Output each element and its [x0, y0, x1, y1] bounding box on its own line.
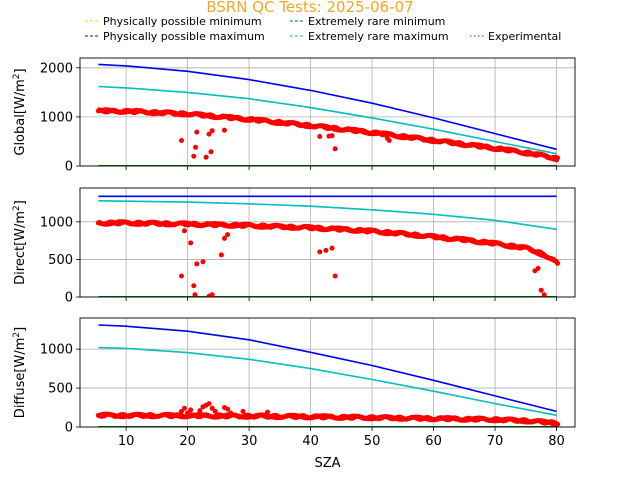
chart-title: BSRN QC Tests: 2025-06-07 [206, 0, 413, 16]
experimental-outlier [206, 131, 212, 137]
experimental-outlier [222, 235, 227, 241]
series-phys-max [98, 63, 557, 151]
legend-label: Experimental [488, 30, 561, 43]
experimental-point [555, 421, 561, 427]
experimental-outlier [212, 408, 218, 414]
legend-label: Physically possible maximum [103, 30, 265, 43]
legend-item-phys-min: Physically possible minimum [85, 15, 262, 28]
axes-frame [79, 317, 576, 428]
legend: Physically possible minimum Extremely rar… [85, 15, 561, 43]
experimental-outlier [188, 240, 194, 246]
experimental-outlier [179, 273, 184, 279]
y-tick-label: 500 [48, 253, 73, 268]
legend-label: Extremely rare maximum [308, 30, 449, 43]
x-tick-label: 10 [118, 434, 135, 449]
series-rare-max [98, 346, 557, 417]
experimental-outlier [329, 133, 335, 139]
series-rare-max [98, 85, 557, 155]
legend-item-rare-min: Extremely rare minimum [290, 15, 445, 28]
experimental-outlier [222, 127, 227, 133]
series-phys-max [98, 324, 557, 413]
experimental-outlier [317, 134, 323, 139]
legend-label: Extremely rare minimum [308, 15, 445, 28]
experimental-outlier [332, 146, 338, 152]
experimental-outlier [197, 408, 203, 414]
x-tick-label: 40 [302, 434, 319, 449]
experimental-outlier [203, 154, 209, 160]
y-axis-label: Global[W/m2] [12, 68, 28, 155]
y-tick-label: 0 [65, 421, 73, 436]
series-rare-max [98, 200, 557, 231]
y-axis-label: Diffuse[W/m2] [12, 327, 28, 418]
y-axis-label: Direct[W/m2] [12, 200, 28, 285]
experimental-outlier [179, 138, 184, 143]
experimental-outlier [179, 408, 184, 414]
x-tick-label: 80 [548, 434, 565, 449]
experimental-outlier [182, 228, 187, 234]
experimental-outlier [193, 144, 199, 150]
experimental-points [95, 107, 561, 163]
y-tick-label: 500 [48, 382, 73, 397]
experimental-outlier [208, 149, 214, 155]
experimental-outlier [218, 252, 224, 258]
experimental-outlier [185, 410, 191, 416]
experimental-outlier [191, 283, 197, 289]
experimental-outlier [329, 245, 335, 251]
legend-label: Physically possible minimum [103, 15, 262, 28]
y-tick-label: 2000 [40, 61, 73, 76]
y-tick-label: 1000 [40, 215, 73, 230]
x-tick-label: 50 [364, 434, 381, 449]
legend-item-rare-max: Extremely rare maximum [290, 30, 449, 43]
experimental-outlier [317, 249, 323, 255]
panel-3: 10 20 30 40 50 60 70 80 0 500 1000 Diffuse[W/m2] SZA [12, 317, 576, 471]
panel-1: 0 1000 2000 Global[W/m2] [12, 57, 576, 175]
y-tick-label: 0 [65, 160, 73, 175]
experimental-outlier [225, 406, 231, 412]
experimental-outlier [323, 247, 329, 253]
experimental-outlier [240, 408, 246, 414]
experimental-outlier [386, 138, 392, 143]
x-tick-label: 30 [241, 434, 258, 449]
x-tick-label: 60 [425, 434, 442, 449]
y-tick-label: 1000 [40, 343, 73, 358]
experimental-outlier [209, 292, 215, 297]
experimental-outlier [541, 292, 547, 297]
axes-frame [79, 187, 576, 298]
legend-item-experimental: Experimental [470, 30, 561, 43]
experimental-outlier [209, 128, 215, 134]
axes-frame [79, 57, 576, 167]
experimental-outlier [535, 265, 541, 271]
experimental-point [555, 260, 561, 266]
experimental-outlier [228, 410, 234, 416]
experimental-outlier [265, 409, 270, 415]
legend-item-phys-max: Physically possible maximum [85, 30, 265, 43]
experimental-outlier [200, 259, 206, 265]
experimental-outlier [206, 401, 212, 407]
experimental-points [95, 219, 561, 297]
y-tick-label: 0 [65, 291, 73, 306]
experimental-outlier [209, 405, 215, 411]
experimental-outlier [188, 407, 194, 413]
experimental-outlier [332, 273, 338, 279]
experimental-outlier [225, 232, 231, 238]
experimental-points [95, 401, 561, 427]
experimental-outlier [194, 261, 200, 267]
panel-2: 0 500 1000 Direct[W/m2] [12, 187, 576, 306]
experimental-outlier [182, 405, 187, 411]
x-axis-label: SZA [314, 456, 340, 471]
experimental-outlier [538, 287, 544, 293]
x-tick-label: 70 [487, 434, 504, 449]
experimental-point [555, 155, 561, 161]
experimental-outlier [192, 292, 198, 297]
y-tick-label: 1000 [40, 110, 73, 125]
experimental-outlier [194, 129, 200, 135]
x-tick-label: 20 [179, 434, 196, 449]
experimental-outlier [191, 153, 197, 159]
